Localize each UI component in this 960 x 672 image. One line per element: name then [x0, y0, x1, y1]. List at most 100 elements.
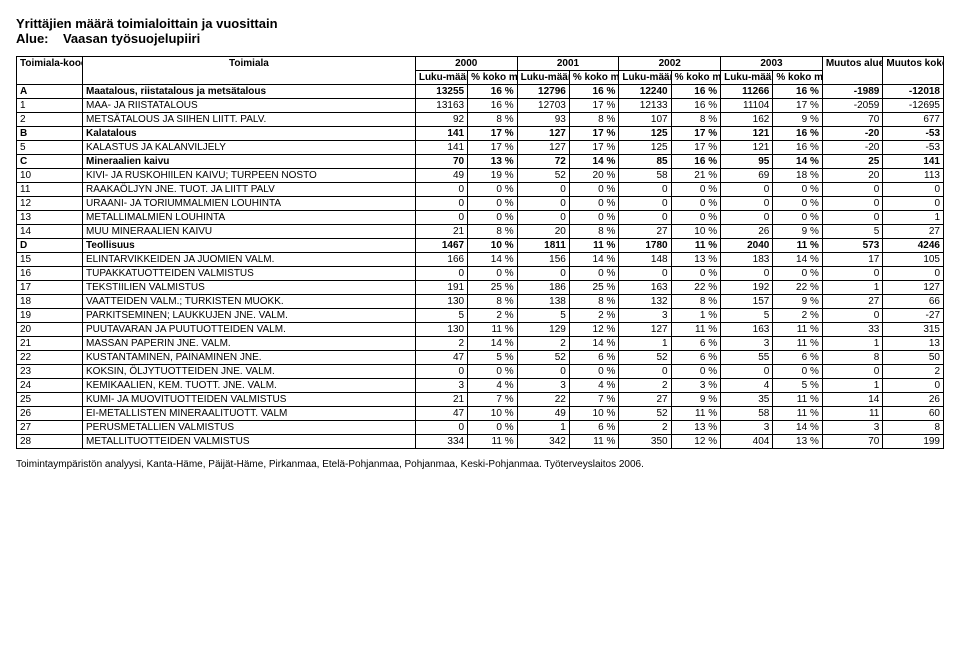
- cell-muutos: 1: [822, 379, 883, 393]
- cell-luku: 0: [721, 197, 773, 211]
- cell-luku: 3: [517, 379, 569, 393]
- cell-luku: 404: [721, 435, 773, 449]
- cell-luku: 0: [619, 211, 671, 225]
- cell-muutos: 113: [883, 169, 944, 183]
- cell-luku: 11104: [721, 99, 773, 113]
- cell-pct: 16 %: [773, 141, 823, 155]
- cell-luku: 156: [517, 253, 569, 267]
- cell-pct: 8 %: [569, 113, 619, 127]
- cell-luku: 20: [517, 225, 569, 239]
- cell-pct: 0 %: [773, 183, 823, 197]
- cell-pct: 11 %: [468, 435, 518, 449]
- cell-luku: 52: [619, 351, 671, 365]
- cell-luku: 0: [721, 267, 773, 281]
- cell-luku: 21: [415, 393, 467, 407]
- cell-luku: 0: [517, 267, 569, 281]
- page-footer: Toimintaympäristön analyysi, Kanta-Häme,…: [16, 459, 944, 470]
- cell-pct: 3 %: [671, 379, 721, 393]
- header-year-2003: 2003: [721, 57, 823, 71]
- cell-name: KOKSIN, ÖLJYTUOTTEIDEN JNE. VALM.: [83, 365, 416, 379]
- cell-luku: 148: [619, 253, 671, 267]
- cell-luku: 2: [619, 421, 671, 435]
- cell-muutos: -20: [822, 141, 883, 155]
- cell-luku: 350: [619, 435, 671, 449]
- cell-pct: 14 %: [468, 253, 518, 267]
- cell-muutos: 0: [822, 183, 883, 197]
- table-row: CMineraalien kaivu7013 %7214 %8516 %9514…: [17, 155, 944, 169]
- cell-name: KUMI- JA MUOVITUOTTEIDEN VALMISTUS: [83, 393, 416, 407]
- cell-luku: 0: [517, 183, 569, 197]
- cell-luku: 1811: [517, 239, 569, 253]
- cell-luku: 2: [415, 337, 467, 351]
- cell-code: 23: [17, 365, 83, 379]
- cell-luku: 191: [415, 281, 467, 295]
- header-name: Toimiala: [83, 57, 416, 85]
- cell-name: TEKSTIILIEN VALMISTUS: [83, 281, 416, 295]
- cell-muutos: 1: [883, 211, 944, 225]
- cell-luku: 0: [415, 365, 467, 379]
- header-pct-2003: % koko maan yrittä-jistä: [773, 71, 823, 85]
- cell-luku: 125: [619, 141, 671, 155]
- cell-muutos: -12695: [883, 99, 944, 113]
- cell-luku: 0: [619, 183, 671, 197]
- cell-pct: 11 %: [671, 407, 721, 421]
- cell-luku: 0: [619, 365, 671, 379]
- cell-code: A: [17, 85, 83, 99]
- cell-luku: 26: [721, 225, 773, 239]
- cell-code: D: [17, 239, 83, 253]
- cell-muutos: 0: [883, 183, 944, 197]
- cell-pct: 13 %: [671, 253, 721, 267]
- cell-code: 19: [17, 309, 83, 323]
- cell-luku: 92: [415, 113, 467, 127]
- cell-name: KALASTUS JA KALANVILJELY: [83, 141, 416, 155]
- cell-pct: 6 %: [569, 421, 619, 435]
- cell-luku: 1: [517, 421, 569, 435]
- cell-pct: 12 %: [671, 435, 721, 449]
- cell-luku: 0: [517, 197, 569, 211]
- cell-muutos: 70: [822, 435, 883, 449]
- cell-pct: 11 %: [569, 435, 619, 449]
- table-row: BKalatalous14117 %12717 %12517 %12116 %-…: [17, 127, 944, 141]
- cell-pct: 11 %: [671, 239, 721, 253]
- cell-pct: 9 %: [773, 113, 823, 127]
- cell-luku: 0: [517, 365, 569, 379]
- cell-name: MUU MINERAALIEN KAIVU: [83, 225, 416, 239]
- cell-muutos: -1989: [822, 85, 883, 99]
- cell-pct: 6 %: [671, 351, 721, 365]
- title-region-label: Alue:: [16, 31, 49, 46]
- cell-pct: 25 %: [468, 281, 518, 295]
- cell-luku: 12240: [619, 85, 671, 99]
- cell-name: MASSAN PAPERIN JNE. VALM.: [83, 337, 416, 351]
- cell-name: EI-METALLISTEN MINERAALITUOTT. VALM: [83, 407, 416, 421]
- cell-code: 15: [17, 253, 83, 267]
- cell-pct: 11 %: [468, 323, 518, 337]
- cell-muutos: 127: [883, 281, 944, 295]
- cell-muutos: 25: [822, 155, 883, 169]
- cell-luku: 127: [619, 323, 671, 337]
- cell-muutos: 70: [822, 113, 883, 127]
- cell-code: 21: [17, 337, 83, 351]
- cell-pct: 5 %: [773, 379, 823, 393]
- cell-luku: 0: [517, 211, 569, 225]
- cell-luku: 2: [517, 337, 569, 351]
- cell-luku: 70: [415, 155, 467, 169]
- cell-pct: 6 %: [569, 351, 619, 365]
- cell-code: C: [17, 155, 83, 169]
- cell-code: 17: [17, 281, 83, 295]
- cell-muutos: 66: [883, 295, 944, 309]
- cell-name: KEMIKAALIEN, KEM. TUOTT. JNE. VALM.: [83, 379, 416, 393]
- cell-pct: 2 %: [569, 309, 619, 323]
- cell-name: TUPAKKATUOTTEIDEN VALMISTUS: [83, 267, 416, 281]
- cell-muutos: -53: [883, 127, 944, 141]
- cell-pct: 8 %: [468, 225, 518, 239]
- cell-luku: 72: [517, 155, 569, 169]
- cell-pct: 0 %: [671, 267, 721, 281]
- cell-pct: 0 %: [773, 365, 823, 379]
- cell-muutos: 26: [883, 393, 944, 407]
- table-row: 28METALLITUOTTEIDEN VALMISTUS33411 %3421…: [17, 435, 944, 449]
- cell-pct: 0 %: [569, 197, 619, 211]
- cell-muutos: 0: [822, 309, 883, 323]
- cell-code: 27: [17, 421, 83, 435]
- cell-pct: 17 %: [468, 127, 518, 141]
- cell-pct: 14 %: [569, 337, 619, 351]
